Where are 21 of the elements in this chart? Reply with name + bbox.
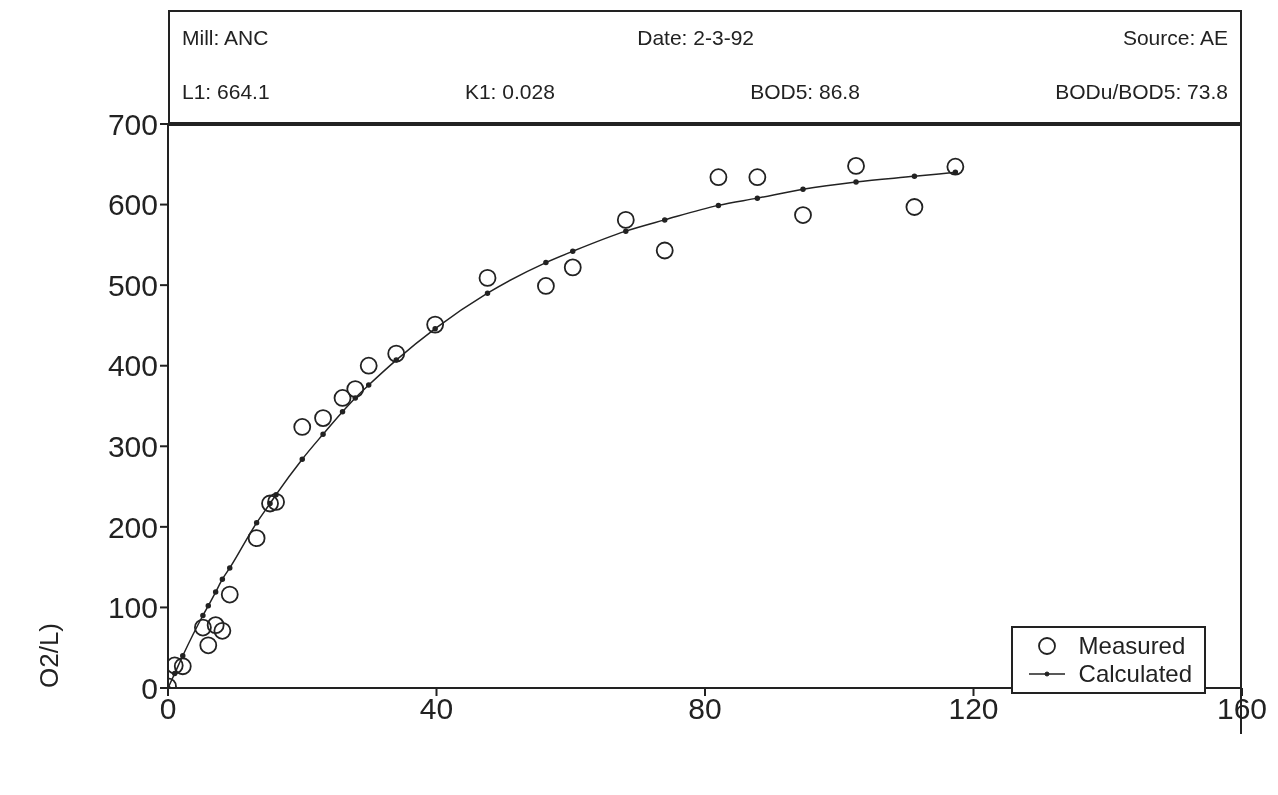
y-tick-label: 500 [107,268,158,302]
source-note: Source: AE [1122,26,1228,51]
y-tick-label: 200 [107,510,158,544]
text: Date: 2-3-92 [637,26,754,51]
legend-label: Calculated [1078,660,1192,688]
x-tick-label: 40 [419,692,454,726]
x-tick-label: 120 [948,692,999,726]
y-axis-title: O2/L) [34,622,64,688]
y-tick-label: 0 [141,671,158,705]
legend-label: Measured [1078,632,1186,660]
text: K1: 0.028 [464,80,555,105]
y-tick-label: 600 [107,188,158,222]
y-tick-label: 400 [107,349,158,383]
y-tick-label: 300 [107,429,158,463]
text: BOD5: 86.8 [750,80,860,105]
text: Mill: ANC [182,26,269,51]
x-tick-label: 80 [688,692,722,726]
y-tick-label: 100 [107,591,158,625]
y-tick-label: 700 [107,107,158,141]
text: BODu/BOD5: 73.8 [1055,80,1228,105]
text: L1: 664.1 [182,80,270,105]
